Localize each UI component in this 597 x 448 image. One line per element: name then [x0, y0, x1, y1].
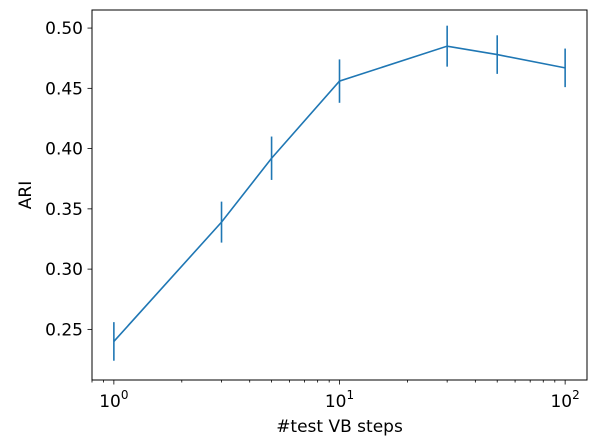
y-axis-label: ARI: [16, 181, 36, 209]
y-tick-label: 0.40: [45, 140, 83, 160]
x-tick-label: 101: [325, 388, 354, 412]
y-tick-label: 0.35: [45, 200, 83, 220]
y-tick-label: 0.50: [45, 19, 83, 39]
x-tick-label: 100: [99, 388, 128, 412]
x-axis: 100 101 102: [91, 380, 580, 412]
y-tick-label: 0.30: [45, 260, 83, 280]
x-tick-label: 102: [550, 388, 579, 412]
y-tick-label: 0.25: [45, 320, 83, 340]
x-axis-label: #test VB steps: [276, 417, 403, 437]
plot-area: [113, 25, 566, 361]
y-axis: 0.25 0.30 0.35 0.40 0.45 0.50: [45, 19, 92, 340]
y-tick-label: 0.45: [45, 79, 83, 99]
